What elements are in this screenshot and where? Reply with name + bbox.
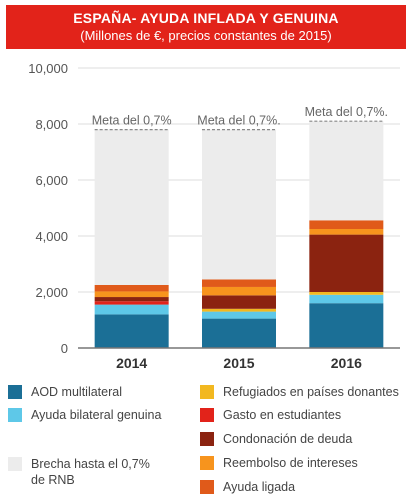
- bar-segment: [309, 121, 384, 221]
- bar-segment: [202, 311, 276, 319]
- legend-swatch: [200, 456, 214, 470]
- bar-segment: [202, 286, 276, 296]
- chart-header: ESPAÑA- AYUDA INFLADA Y GENUINA (Millone…: [6, 5, 406, 49]
- bar-segment: [94, 291, 169, 298]
- target-label: Meta del 0,7%.: [305, 105, 388, 119]
- legend-item-ayuda-bilateral: Ayuda bilateral genuina: [8, 407, 161, 423]
- bar-segment: [309, 234, 384, 292]
- legend-item-brecha: Brecha hasta el 0,7% de RNB: [8, 456, 150, 488]
- legend-swatch: [200, 432, 214, 446]
- x-tick-label: 2014: [116, 355, 147, 371]
- target-label: Meta del 0,7%: [92, 114, 172, 128]
- y-tick-label: 2,000: [35, 285, 68, 300]
- bar-segment: [309, 303, 384, 348]
- stacked-bar-chart: 0 2,000 4,000 6,000 8,000 10,000 Meta del 0,7%…: [28, 61, 400, 371]
- legend-label: Reembolso de intereses: [223, 456, 358, 470]
- bar-segment: [202, 295, 276, 309]
- legend-item-reembolso: Reembolso de intereses: [200, 455, 358, 471]
- target-label: Meta del 0,7%.: [197, 114, 280, 128]
- legend-swatch: [8, 457, 22, 471]
- bar-segment: [309, 294, 384, 304]
- legend-item-aod-multilateral: AOD multilateral: [8, 384, 122, 400]
- x-tick-label: 2015: [223, 355, 254, 371]
- legend-swatch: [200, 408, 214, 422]
- legend-label: Ayuda bilateral genuina: [31, 408, 162, 422]
- legend-label: AOD multilateral: [31, 385, 122, 399]
- y-tick-label: 4,000: [35, 229, 68, 244]
- chart-title: ESPAÑA- AYUDA INFLADA Y GENUINA: [73, 10, 339, 26]
- x-tick-label: 2016: [331, 355, 362, 371]
- legend-swatch: [200, 385, 214, 399]
- legend-label: Condonación de deuda: [223, 432, 353, 446]
- bar-segment: [202, 279, 276, 287]
- bar-segment: [309, 220, 384, 229]
- bar-segment: [309, 292, 384, 295]
- bar-segment: [94, 301, 169, 305]
- y-tick-label: 6,000: [35, 173, 68, 188]
- legend-item-ayuda-ligada: Ayuda ligada: [200, 479, 295, 495]
- bar-segment: [94, 129, 169, 285]
- y-tick-label: 8,000: [35, 117, 68, 132]
- legend-item-condonacion: Condonación de deuda: [200, 431, 352, 447]
- legend-label: Brecha hasta el 0,7% de RNB: [31, 457, 150, 487]
- y-tick-label: 0: [61, 341, 68, 356]
- legend-label: Ayuda ligada: [223, 480, 296, 494]
- chart-subtitle: (Millones de €, precios constantes de 20…: [80, 28, 332, 43]
- bar-segment: [94, 304, 169, 315]
- bar-segment: [94, 297, 169, 302]
- legend-swatch: [8, 385, 22, 399]
- legend-swatch: [8, 408, 22, 422]
- legend-item-estudiantes: Gasto en estudiantes: [200, 407, 341, 423]
- bar-segment: [202, 308, 276, 312]
- y-tick-label: 10,000: [28, 61, 68, 76]
- bar-segment: [94, 285, 169, 292]
- bar-segment: [309, 229, 384, 235]
- legend-item-refugiados: Refugiados en países donantes: [200, 384, 399, 400]
- legend-label: Refugiados en países donantes: [223, 385, 399, 399]
- bar-segment: [202, 129, 276, 280]
- bar-segment: [202, 318, 276, 348]
- legend-label: Gasto en estudiantes: [223, 408, 342, 422]
- legend-swatch: [200, 480, 214, 494]
- legend: AOD multilateral Ayuda bilateral genuina…: [0, 378, 414, 503]
- bar-segment: [94, 314, 169, 348]
